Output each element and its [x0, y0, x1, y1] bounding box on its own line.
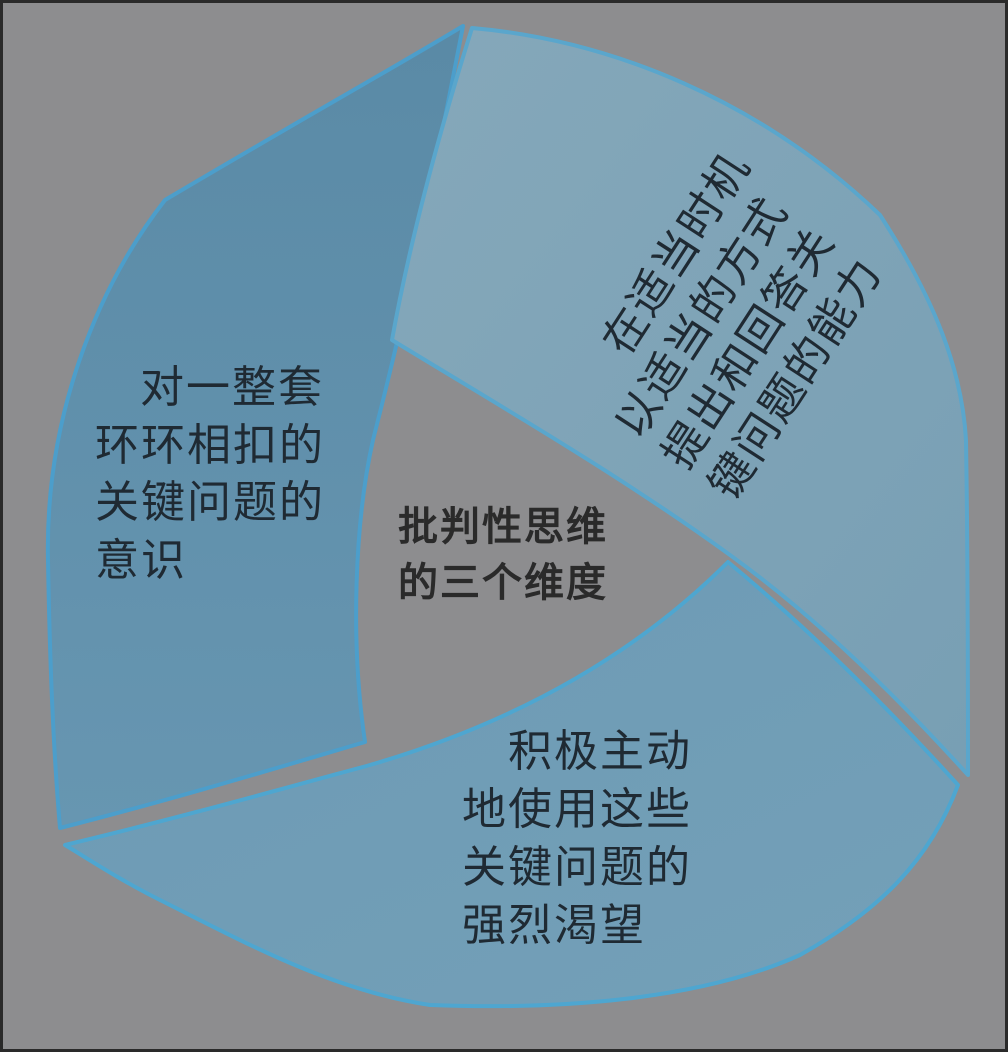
- segment-left-line-1: 对一整套: [140, 362, 324, 413]
- segment-left-line-4: 意识: [95, 535, 187, 586]
- center-title-line-1: 批判性思维: [398, 504, 608, 550]
- segment-left-line-2: 环环相扣的: [95, 420, 325, 471]
- segment-bottom-line-1: 积极主动: [508, 726, 692, 777]
- segment-left-text: 对一整套 环环相扣的 关键问题的 意识: [95, 362, 341, 586]
- segment-bottom-line-2: 地使用这些: [462, 784, 692, 835]
- segment-bottom-line-3: 关键问题的: [462, 842, 692, 893]
- segment-top-right-shape: [390, 26, 970, 777]
- segment-left-shape: [45, 24, 465, 830]
- segment-bottom-line-4: 强烈渴望: [462, 900, 646, 951]
- segment-bottom-text: 积极主动 地使用这些 关键问题的 强烈渴望: [462, 726, 708, 951]
- center-title: 批判性思维 的三个维度: [398, 504, 624, 606]
- segment-bottom-shape: [63, 560, 960, 1009]
- center-title-line-2: 的三个维度: [398, 560, 608, 606]
- segment-left-line-3: 关键问题的: [95, 477, 325, 528]
